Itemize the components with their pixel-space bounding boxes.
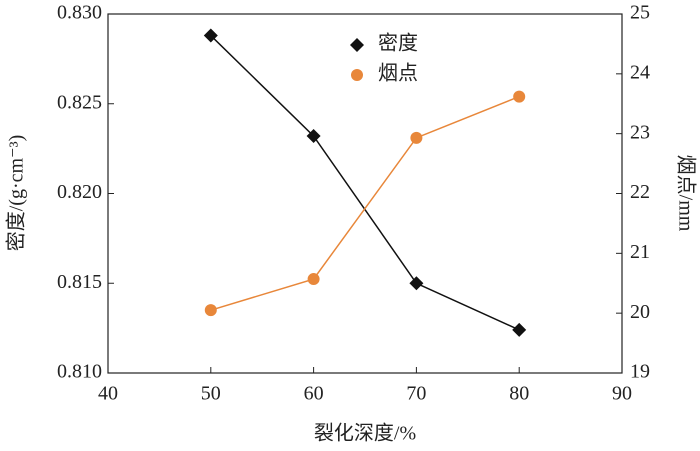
x-tick-label: 40 [98,383,118,405]
marker [513,90,526,103]
y-tick-label: 0.830 [57,2,102,24]
x-tick-label: 50 [201,383,221,405]
y2-tick-label: 21 [630,241,650,263]
marker [307,273,320,286]
y2-tick-label: 25 [630,2,650,24]
marker [351,69,363,81]
marker [410,131,423,144]
y2-tick-label: 23 [630,121,650,143]
y-tick-label: 0.815 [57,271,102,293]
y-tick-label: 0.810 [57,361,102,383]
y-axis-label: 密度/(g·cm⁻³) [5,135,28,252]
marker [350,38,364,52]
y2-tick-label: 24 [630,61,650,83]
x-tick-label: 60 [304,383,324,405]
marker [204,304,217,317]
x-tick-label: 70 [406,383,426,405]
y2-tick-label: 22 [630,181,650,203]
marker [512,322,527,337]
x-axis-label: 裂化深度/% [314,422,416,445]
y2-axis-label: 烟点/mm [674,155,697,232]
marker [306,129,321,144]
y-tick-label: 0.825 [57,91,102,113]
legend-label: 烟点 [378,62,418,85]
legend-label: 密度 [378,32,418,55]
series-line [210,95,520,311]
marker [409,276,424,291]
y-tick-label: 0.820 [57,181,102,203]
series-line [210,35,520,331]
y2-tick-label: 19 [630,361,650,383]
marker [203,28,218,43]
y2-tick-label: 20 [630,301,650,323]
x-tick-label: 80 [509,383,529,405]
plot-frame [107,13,623,374]
x-tick-label: 90 [612,383,632,405]
